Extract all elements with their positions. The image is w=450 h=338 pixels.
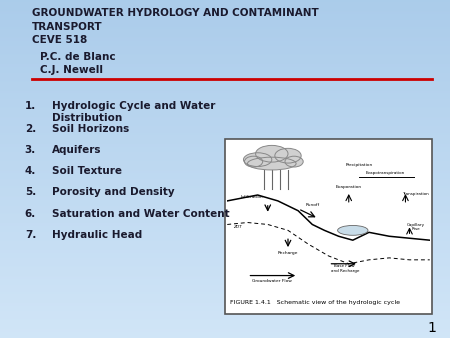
Text: Saturation and Water Content: Saturation and Water Content — [52, 209, 230, 219]
Text: 2.: 2. — [25, 124, 36, 134]
Text: Hydrologic Cycle and Water
Distribution: Hydrologic Cycle and Water Distribution — [52, 101, 215, 123]
Text: Aquifers: Aquifers — [52, 145, 101, 155]
Text: FIGURE 1.4.1   Schematic view of the hydrologic cycle: FIGURE 1.4.1 Schematic view of the hydro… — [230, 300, 400, 305]
Text: CEVE 518: CEVE 518 — [32, 35, 87, 46]
Text: GROUNDWATER HYDROLOGY AND CONTAMINANT: GROUNDWATER HYDROLOGY AND CONTAMINANT — [32, 8, 318, 19]
Text: TRANSPORT: TRANSPORT — [32, 22, 102, 32]
Text: 6.: 6. — [25, 209, 36, 219]
Text: C.J. Newell: C.J. Newell — [40, 65, 104, 75]
Text: P.C. de Blanc: P.C. de Blanc — [40, 52, 116, 63]
Text: Soil Horizons: Soil Horizons — [52, 124, 129, 134]
Text: Hydraulic Head: Hydraulic Head — [52, 230, 142, 240]
Text: 1: 1 — [428, 321, 436, 335]
Text: 3.: 3. — [25, 145, 36, 155]
Text: Porosity and Density: Porosity and Density — [52, 187, 175, 197]
Text: 5.: 5. — [25, 187, 36, 197]
Bar — [225, 139, 432, 314]
Text: Soil Texture: Soil Texture — [52, 166, 122, 176]
Text: 7.: 7. — [25, 230, 36, 240]
Text: 4.: 4. — [25, 166, 36, 176]
Text: 1.: 1. — [25, 101, 36, 112]
